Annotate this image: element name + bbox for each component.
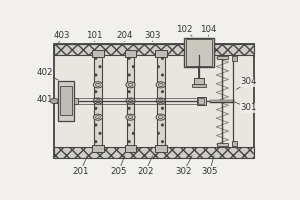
Text: 205: 205 bbox=[111, 156, 127, 176]
Bar bbox=[124, 50, 136, 57]
Bar bbox=[186, 39, 212, 66]
Text: 301: 301 bbox=[234, 102, 257, 112]
Circle shape bbox=[156, 82, 165, 88]
Circle shape bbox=[128, 83, 133, 86]
Bar bbox=[53, 99, 58, 103]
Bar bbox=[92, 50, 104, 57]
Bar bbox=[198, 98, 204, 104]
Circle shape bbox=[156, 114, 165, 120]
Bar bbox=[184, 38, 214, 67]
Bar bbox=[192, 84, 206, 87]
Circle shape bbox=[158, 99, 163, 103]
Bar bbox=[58, 81, 74, 121]
Bar bbox=[92, 145, 104, 152]
Text: 204: 204 bbox=[116, 31, 133, 42]
Bar bbox=[232, 56, 238, 61]
Circle shape bbox=[126, 114, 135, 120]
Text: 102: 102 bbox=[176, 25, 192, 36]
Circle shape bbox=[158, 83, 163, 86]
Bar bbox=[217, 56, 228, 59]
Bar bbox=[60, 86, 72, 115]
Circle shape bbox=[93, 82, 103, 88]
Bar bbox=[217, 143, 228, 146]
Text: 303: 303 bbox=[144, 31, 161, 42]
Circle shape bbox=[96, 116, 100, 119]
Text: 401: 401 bbox=[36, 95, 58, 104]
Text: 104: 104 bbox=[200, 25, 217, 36]
Text: 403: 403 bbox=[54, 31, 70, 43]
Bar bbox=[155, 50, 167, 57]
Bar bbox=[54, 147, 254, 158]
Bar bbox=[232, 141, 238, 146]
Circle shape bbox=[50, 98, 58, 104]
Bar bbox=[197, 97, 206, 105]
Bar bbox=[157, 55, 165, 147]
Bar bbox=[127, 55, 134, 147]
Text: 304: 304 bbox=[236, 77, 257, 89]
Circle shape bbox=[156, 98, 165, 104]
Circle shape bbox=[158, 116, 163, 119]
Bar bbox=[94, 55, 102, 147]
Text: 202: 202 bbox=[137, 156, 154, 176]
Bar bbox=[54, 44, 254, 158]
Circle shape bbox=[126, 98, 135, 104]
Text: 302: 302 bbox=[176, 156, 192, 176]
Text: 201: 201 bbox=[72, 156, 89, 176]
Bar bbox=[74, 98, 78, 104]
Circle shape bbox=[93, 114, 103, 120]
Circle shape bbox=[126, 82, 135, 88]
Circle shape bbox=[96, 83, 100, 86]
Circle shape bbox=[128, 116, 133, 119]
Bar bbox=[155, 145, 167, 152]
Circle shape bbox=[96, 99, 100, 103]
Circle shape bbox=[128, 99, 133, 103]
Text: 101: 101 bbox=[86, 31, 103, 42]
Circle shape bbox=[93, 98, 103, 104]
Text: 305: 305 bbox=[201, 156, 218, 176]
Text: 402: 402 bbox=[36, 68, 58, 80]
Bar bbox=[54, 44, 254, 55]
Bar bbox=[124, 145, 136, 152]
Bar bbox=[194, 78, 204, 84]
